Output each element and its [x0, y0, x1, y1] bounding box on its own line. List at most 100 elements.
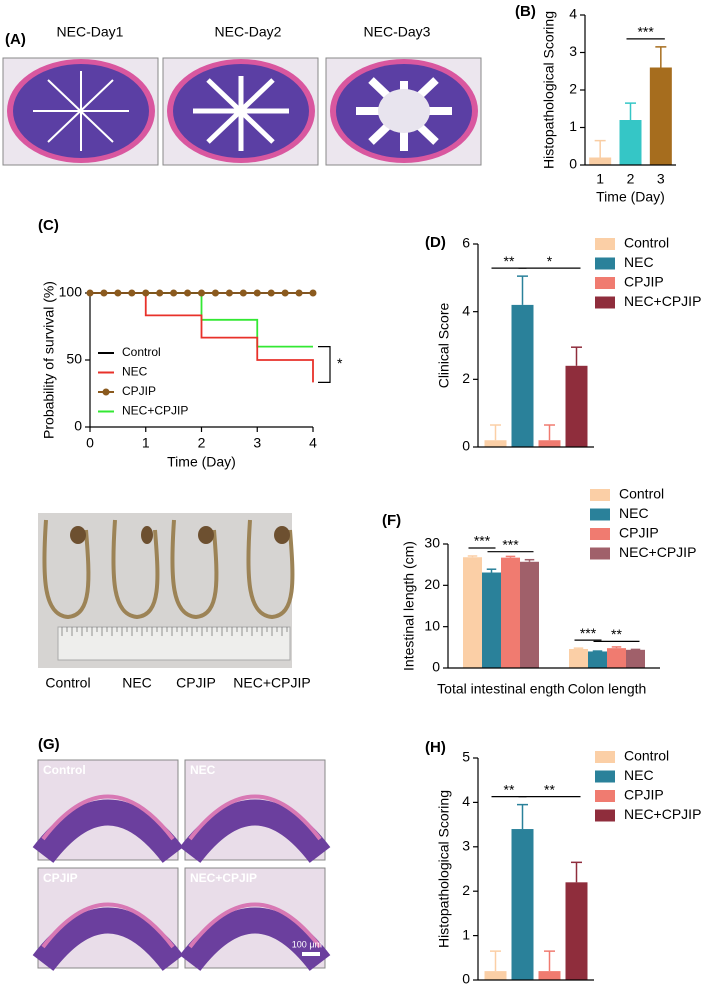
marker [267, 289, 275, 297]
y-tick-label: 0 [432, 659, 440, 675]
marker [295, 289, 303, 297]
marker [211, 289, 219, 297]
x-tick-label: 2 [627, 171, 635, 187]
significance-bracket [318, 346, 331, 383]
x-tick-label: 0 [86, 435, 94, 451]
bar [588, 651, 607, 668]
crypts [32, 907, 184, 972]
x-tick-label: Total intestinal ength [437, 681, 565, 697]
crypts [32, 799, 184, 864]
legend-swatch [595, 770, 615, 783]
crypts [179, 799, 331, 864]
significance-label: *** [580, 625, 597, 641]
x-tick-label: 3 [253, 435, 261, 451]
bar [538, 440, 561, 447]
marker [184, 289, 192, 297]
significance-label: ** [504, 253, 515, 269]
legend-label: CPJIP [122, 384, 156, 398]
sample-label: Control [45, 675, 90, 691]
marker [225, 289, 233, 297]
panel-title: NEC-Day1 [57, 24, 124, 40]
y-tick-label: 4 [462, 793, 470, 809]
bar [565, 882, 588, 980]
bar [511, 829, 534, 980]
mucosa [188, 902, 322, 949]
significance-label: * [547, 253, 553, 269]
bar [626, 649, 645, 668]
intestine [42, 519, 91, 620]
bar [520, 561, 539, 668]
significance-label: ** [611, 626, 622, 642]
legend-label: NEC+CPJIP [619, 544, 696, 560]
legend-label: NEC [624, 767, 654, 783]
bar [569, 648, 588, 668]
cecum [70, 526, 86, 544]
image-label: NEC+CPJIP [190, 871, 257, 885]
legend-swatch [590, 508, 610, 521]
marker [253, 289, 261, 297]
lumen [193, 76, 289, 151]
y-tick-label: 50 [66, 351, 82, 367]
legend-label: CPJIP [624, 274, 664, 290]
y-tick-label: 2 [569, 81, 577, 97]
legend-swatch [595, 277, 615, 289]
x-axis-label: Time (Day) [596, 189, 665, 205]
y-tick-label: 0 [462, 438, 470, 454]
ruler [57, 626, 291, 661]
legend-label: Control [624, 748, 669, 764]
legend-marker [102, 388, 110, 396]
legend-swatch [590, 528, 610, 540]
y-tick-label: 100 [59, 284, 83, 300]
x-tick-label: Colon length [568, 681, 647, 697]
marker [239, 289, 247, 297]
y-axis-label: Histopathological Scoring [541, 11, 557, 169]
marker [170, 289, 178, 297]
image-label: CPJIP [43, 871, 78, 885]
y-tick-label: 10 [424, 617, 440, 633]
bar [619, 120, 642, 165]
sample-label: NEC+CPJIP [233, 675, 310, 691]
legend-label: Control [624, 235, 669, 251]
marker [309, 289, 317, 297]
y-tick-label: 4 [462, 302, 470, 318]
survival-line [90, 292, 314, 383]
mucosa [188, 794, 322, 841]
cecum [274, 526, 290, 544]
y-tick-label: 0 [569, 156, 577, 172]
legend-swatch [590, 547, 610, 560]
significance-label: *** [474, 533, 491, 549]
bar [511, 304, 534, 447]
marker [86, 289, 94, 297]
intestine [246, 519, 295, 620]
bar [484, 440, 507, 447]
panel-label: (H) [425, 739, 446, 756]
legend-swatch [595, 296, 615, 309]
x-tick-label: 1 [142, 435, 150, 451]
sample-label: NEC [122, 675, 152, 691]
y-axis-label: Intestinal length (cm) [401, 541, 417, 671]
marker [114, 289, 122, 297]
marker [128, 289, 136, 297]
bar [538, 971, 561, 980]
legend-swatch [595, 809, 615, 822]
legend-label: CPJIP [624, 787, 664, 803]
panel-label: (D) [425, 234, 446, 251]
bar [501, 557, 520, 668]
scale-bar [302, 952, 320, 956]
bar [565, 365, 588, 447]
legend-swatch [595, 238, 615, 250]
y-tick-label: 20 [424, 576, 440, 592]
mucosa [41, 902, 175, 949]
y-tick-label: 4 [569, 6, 577, 22]
legend-label: NEC [619, 505, 649, 521]
x-tick-label: 1 [596, 171, 604, 187]
lumen-open [378, 89, 430, 133]
legend-label: Control [619, 486, 664, 502]
y-tick-label: 0 [74, 418, 82, 434]
bar [484, 971, 507, 980]
sample-label: CPJIP [176, 675, 216, 691]
legend-label: NEC [122, 365, 148, 379]
bar [607, 648, 626, 668]
marker [281, 289, 289, 297]
y-axis-label: Clinical Score [436, 302, 452, 388]
